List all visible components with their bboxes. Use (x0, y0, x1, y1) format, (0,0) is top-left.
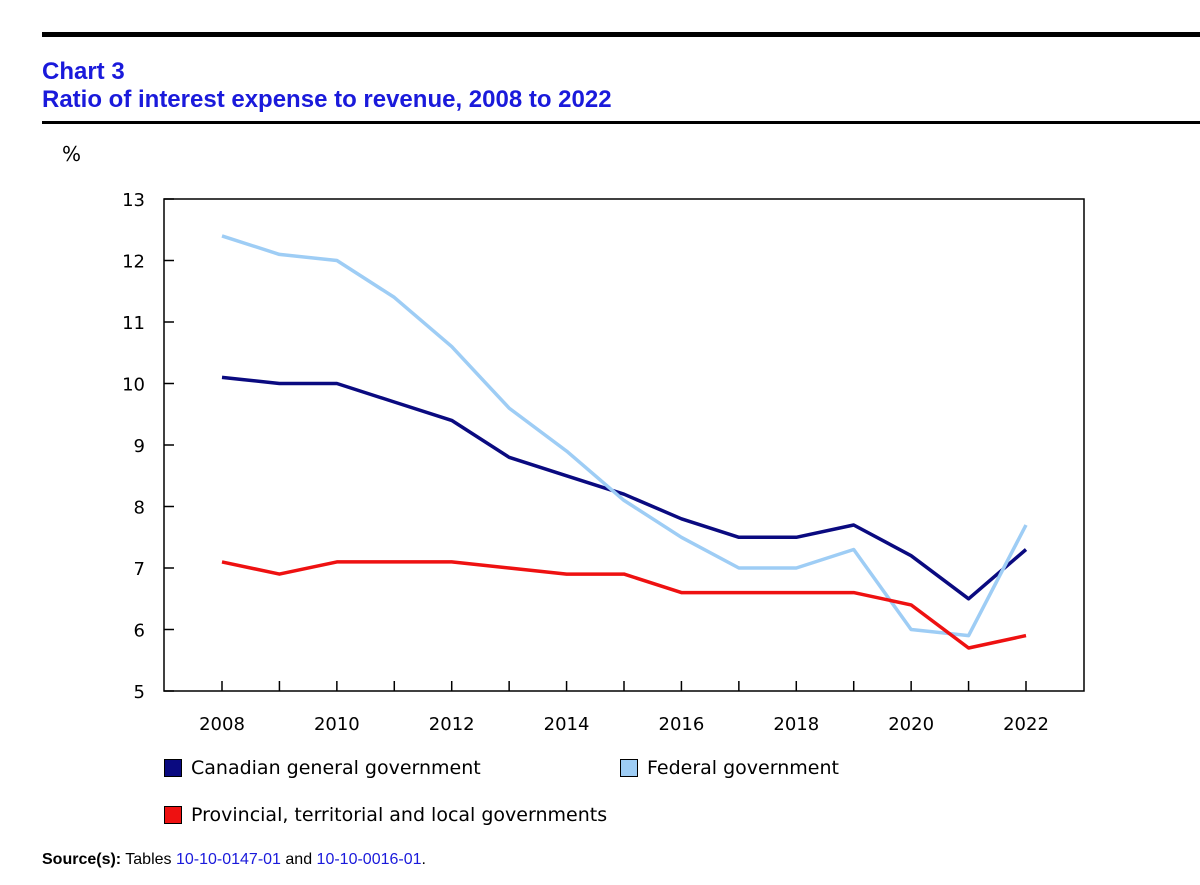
y-tick-label: 12 (122, 252, 145, 273)
y-axis: 5 6 7 8 9 10 11 12 13 (122, 190, 174, 703)
legend-swatch-federal-government (620, 759, 638, 777)
x-tick-label: 2016 (659, 714, 705, 735)
x-tick-label: 2010 (314, 714, 360, 735)
top-rule (42, 32, 1200, 37)
source-text-mid: and (280, 851, 317, 868)
title-rule (42, 121, 1200, 124)
x-tick-label: 2014 (544, 714, 590, 735)
source-note: Source(s): Tables 10-10-0147-01 and 10-1… (42, 851, 426, 869)
y-tick-label: 11 (122, 313, 145, 334)
legend-item-canadian-general-government[interactable]: Canadian general government (164, 757, 481, 779)
y-tick-label: 6 (134, 621, 145, 642)
series-line-canadian-general-government (221, 375, 1028, 601)
x-tick-label: 2012 (429, 714, 475, 735)
legend-item-federal-government[interactable]: Federal government (620, 757, 839, 779)
legend-swatch-provincial-territorial-local (164, 806, 182, 824)
x-tick-label: 2008 (199, 714, 245, 735)
legend-label-canadian-general-government: Canadian general government (191, 757, 481, 779)
chart-number: Chart 3 (42, 58, 125, 85)
y-tick-label: 8 (134, 498, 145, 519)
x-tick-label: 2022 (1003, 714, 1049, 735)
y-tick-label: 5 (134, 682, 145, 703)
chart-title: Ratio of interest expense to revenue, 20… (42, 86, 612, 113)
source-text-after: . (421, 851, 426, 868)
y-axis-unit-label: % (62, 142, 81, 166)
x-axis: 2008 2010 2012 2014 2016 2018 2020 2022 (199, 681, 1049, 735)
source-link-table-2[interactable]: 10-10-0016-01 (316, 851, 422, 868)
legend-label-federal-government: Federal government (647, 757, 839, 779)
x-tick-label: 2018 (773, 714, 819, 735)
y-tick-label: 9 (134, 436, 145, 457)
series-lines (221, 234, 1028, 650)
legend-swatch-canadian-general-government (164, 759, 182, 777)
series-line-provincial-territorial-and-local-governments (221, 560, 1027, 650)
source-label: Source(s): (42, 851, 122, 868)
source-link-table-1[interactable]: 10-10-0147-01 (175, 851, 281, 868)
legend-item-provincial-territorial-local[interactable]: Provincial, territorial and local govern… (164, 804, 607, 826)
y-tick-label: 7 (134, 559, 145, 580)
y-tick-label: 10 (122, 375, 145, 396)
legend-label-provincial-territorial-local: Provincial, territorial and local govern… (191, 804, 608, 826)
x-tick-label: 2020 (888, 714, 934, 735)
source-text-before: Tables (121, 851, 176, 868)
y-tick-label: 13 (122, 190, 145, 211)
series-line-federal-government (221, 234, 1028, 638)
plot-frame (163, 198, 1085, 692)
